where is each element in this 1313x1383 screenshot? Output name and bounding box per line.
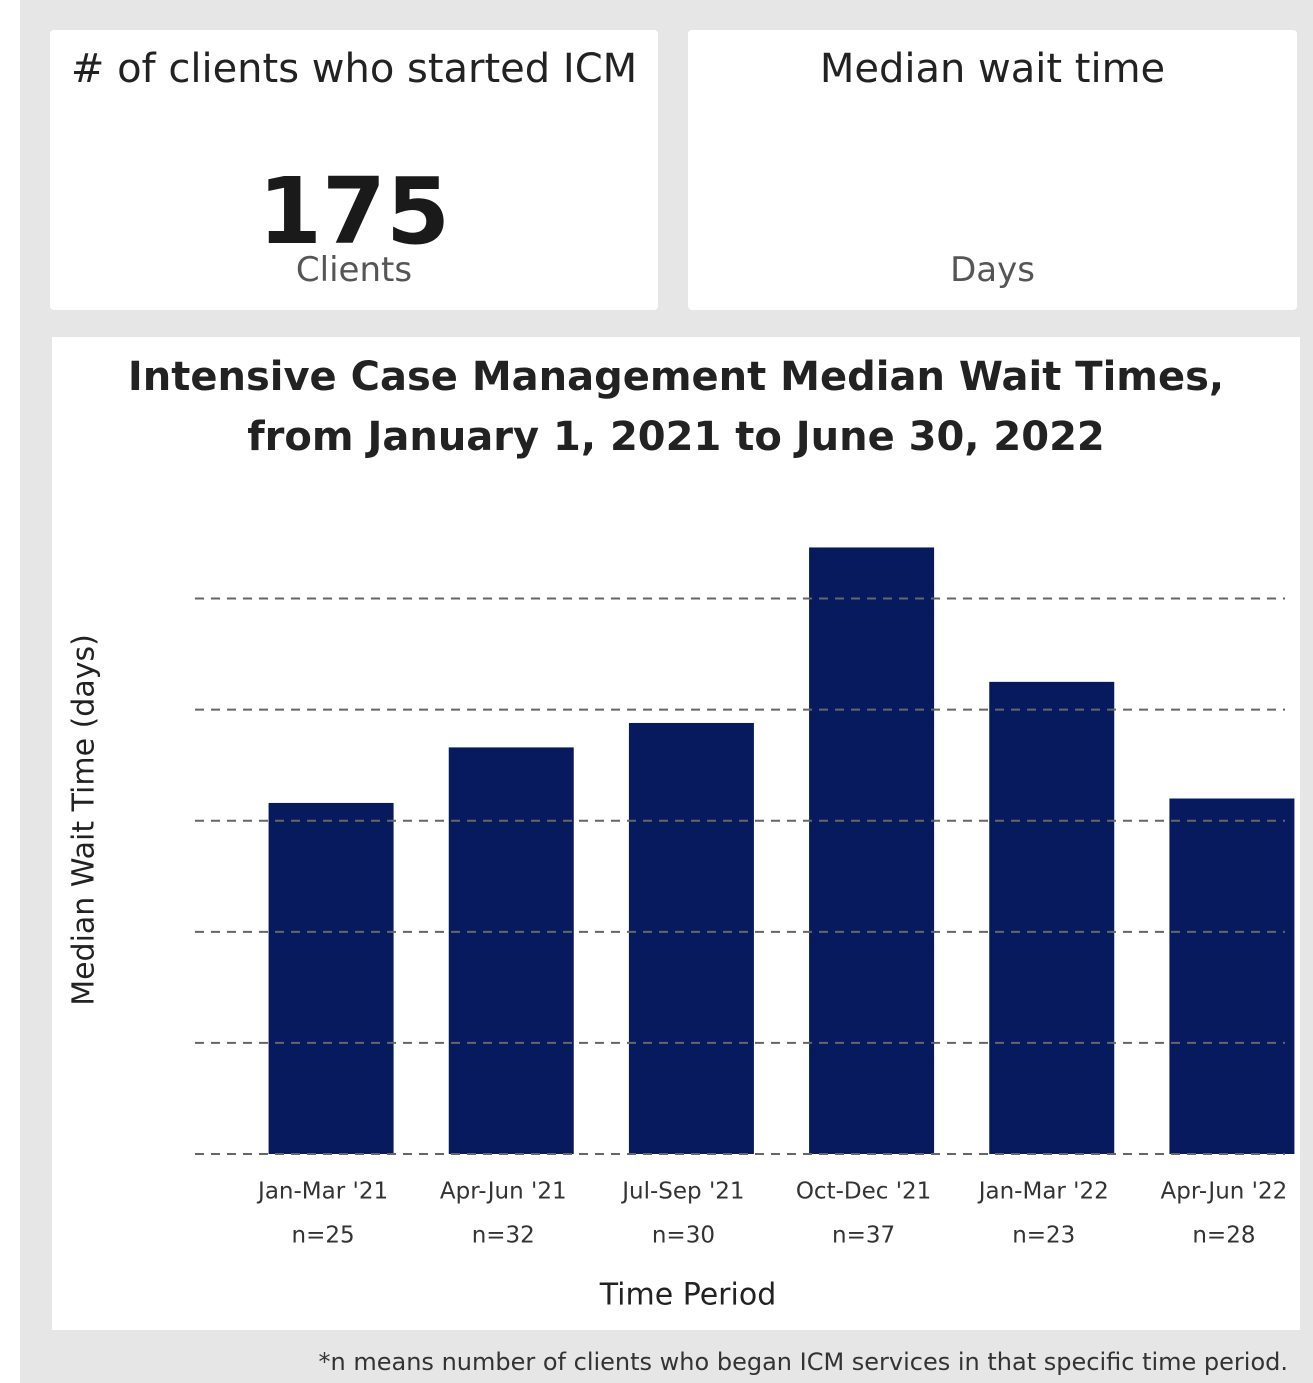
bar [268, 802, 394, 1154]
bar [989, 681, 1115, 1154]
bar [628, 722, 754, 1154]
x-tick-label: Apr-Jun '21 [440, 1179, 567, 1205]
sample-size-label: n=30 [652, 1223, 715, 1249]
kpi-card: # of clients who started ICM 175 Clients [50, 30, 658, 310]
card-unit: Clients [295, 250, 413, 290]
footnote: *n means number of clients who began ICM… [318, 1348, 1288, 1376]
card-unit: Days [950, 250, 1035, 290]
card-value: 175 [257, 158, 451, 265]
sample-size-label: n=25 [292, 1223, 355, 1249]
x-tick-label: Jul-Sep '21 [620, 1179, 744, 1205]
card-title: Median wait time [819, 46, 1166, 92]
bar [1169, 798, 1295, 1154]
x-tick-label: Jan-Mar '22 [977, 1179, 1109, 1205]
y-axis-label: Median Wait Time (days) [67, 634, 102, 1006]
chart-title: Intensive Case Management Median Wait Ti… [127, 354, 1225, 460]
bar [448, 747, 574, 1154]
sample-size-label: n=23 [1012, 1223, 1075, 1249]
x-axis-label: Time Period [599, 1278, 777, 1313]
x-tick-label: Oct-Dec '21 [796, 1179, 931, 1205]
card-title: # of clients who started ICM [70, 46, 638, 92]
x-tick-label: Jan-Mar '21 [256, 1179, 388, 1205]
sample-size-label: n=32 [472, 1223, 535, 1249]
x-tick-label: Apr-Jun '22 [1161, 1179, 1288, 1205]
sample-size-label: n=28 [1192, 1223, 1255, 1249]
sample-size-label: n=37 [832, 1223, 895, 1249]
kpi-card: Median wait time Days [688, 30, 1297, 310]
bar [809, 547, 935, 1154]
